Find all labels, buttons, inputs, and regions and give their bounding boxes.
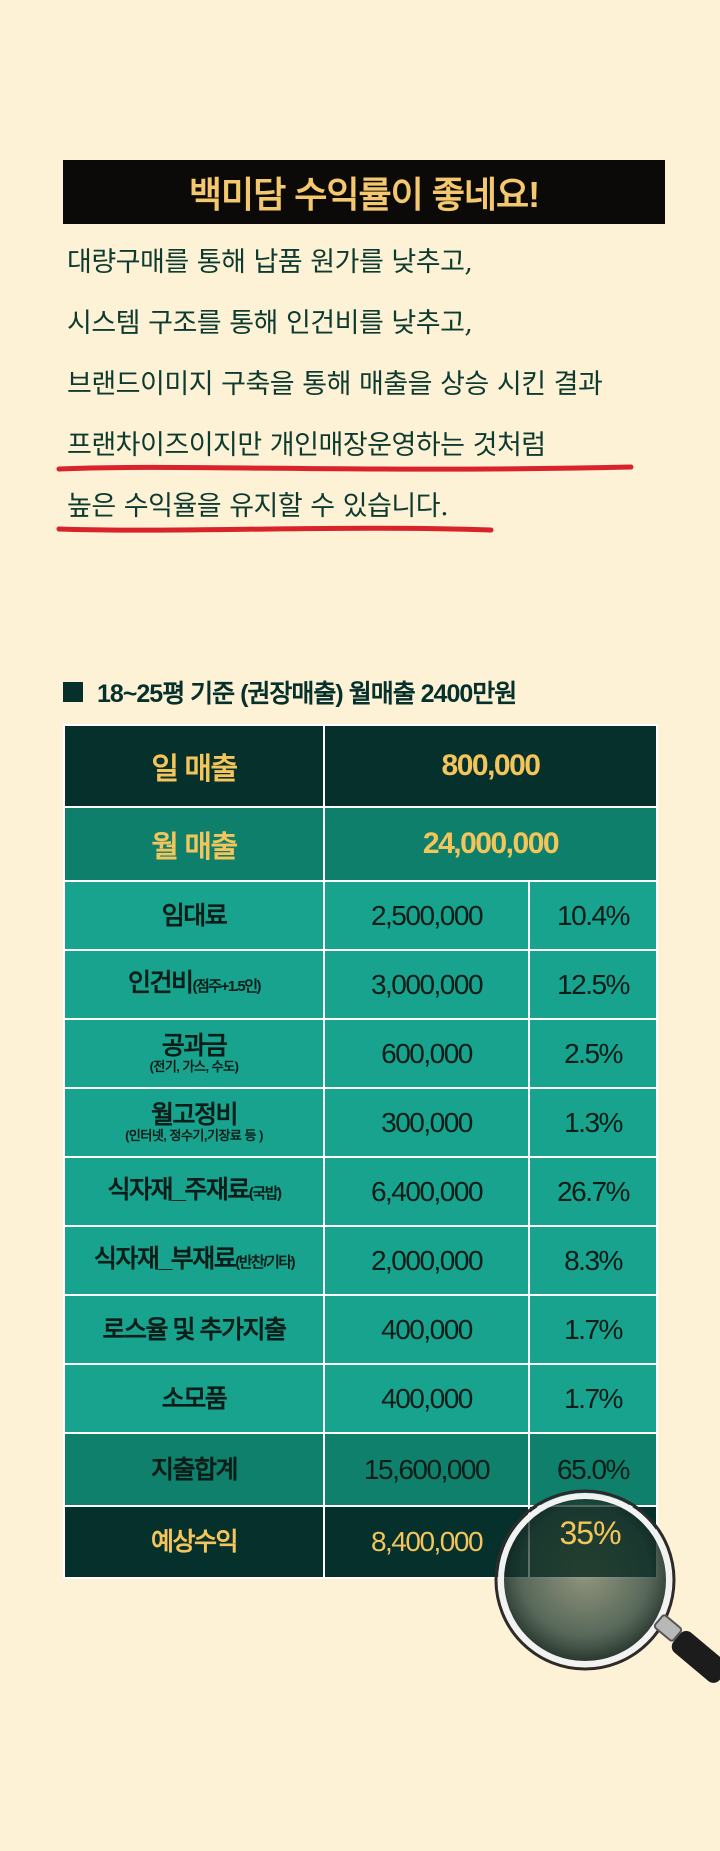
row-label-text: 식자재_부재료 — [93, 1244, 237, 1273]
row-percent: 8.3% — [527, 1225, 659, 1296]
table-row: 로스율 및 추가지출 400,000 1.7% — [63, 1294, 659, 1365]
row-value: 800,000 — [322, 724, 659, 808]
table-row: 공과금 (전기, 가스, 수도) 600,000 2.5% — [63, 1018, 659, 1089]
lens-percent: 35% — [559, 1515, 621, 1551]
intro-line: 브랜드이미지 구축을 통해 매출을 상승 시킨 결과 — [67, 369, 603, 400]
title-banner: 백미담 수익률이 좋네요! — [63, 160, 665, 224]
row-percent: 10.4% — [527, 880, 659, 951]
row-percent: 1.7% — [527, 1294, 659, 1365]
row-amount: 300,000 — [323, 1087, 530, 1158]
red-underline — [56, 464, 634, 472]
row-amount: 6,400,000 — [323, 1156, 530, 1227]
row-percent: 26.7% — [527, 1156, 659, 1227]
row-label: 소모품 — [63, 1363, 325, 1434]
banner-title: 백미담 수익률이 좋네요! — [188, 174, 540, 215]
row-amount: 600,000 — [323, 1018, 530, 1089]
row-percent: 2.5% — [527, 1018, 659, 1089]
row-label-text: 월고정비 — [150, 1100, 239, 1129]
row-amount: 2,000,000 — [323, 1225, 530, 1296]
table-row: 임대료 2,500,000 10.4% — [63, 880, 659, 951]
table-row: 식자재_주재료(국밥) 6,400,000 26.7% — [63, 1156, 659, 1227]
row-label: 월 매출 — [63, 806, 325, 882]
row-label: 공과금 (전기, 가스, 수도) — [63, 1018, 325, 1089]
magnifying-glass-icon — [494, 1489, 676, 1671]
square-bullet-icon — [63, 682, 83, 702]
row-label: 일 매출 — [63, 724, 325, 808]
intro-line: 대량구매를 통해 납품 원가를 낮추고, — [67, 247, 473, 278]
row-label: 식자재_주재료(국밥) — [63, 1156, 325, 1227]
row-label-sub: (전기, 가스, 수도) — [149, 1058, 239, 1074]
row-label-note: (국밥) — [248, 1184, 282, 1202]
table-row: 인건비(점주+1.5인) 3,000,000 12.5% — [63, 949, 659, 1020]
row-label-text: 로스율 및 추가지출 — [102, 1315, 287, 1344]
table-row-monthly: 월 매출 24,000,000 — [63, 806, 659, 882]
table-row: 월고정비 (인터넷, 정수기,기장료 등 ) 300,000 1.3% — [63, 1087, 659, 1158]
section-title: 18~25평 기준 (권장매출) 월매출 2400만원 — [63, 674, 517, 710]
row-amount: 2,500,000 — [323, 880, 530, 951]
row-label: 식자재_부재료(반찬/기타) — [63, 1225, 325, 1296]
row-amount: 3,000,000 — [323, 949, 530, 1020]
row-percent: 1.7% — [527, 1363, 659, 1434]
table-row: 소모품 400,000 1.7% — [63, 1363, 659, 1434]
table-row: 식자재_부재료(반찬/기타) 2,000,000 8.3% — [63, 1225, 659, 1296]
table-row-daily: 일 매출 800,000 — [63, 724, 659, 808]
row-amount: 400,000 — [323, 1294, 530, 1365]
row-label-text: 공과금 — [161, 1031, 228, 1060]
row-label-text: 소모품 — [161, 1384, 228, 1413]
intro-line-highlight: 프랜차이즈이지만 개인매장운영하는 것처럼 — [56, 423, 707, 484]
row-label-sub: (인터넷, 정수기,기장료 등 ) — [125, 1127, 263, 1143]
row-label: 예상수익 — [63, 1505, 325, 1579]
row-value: 24,000,000 — [322, 806, 659, 882]
row-label-note: (반찬/기타) — [235, 1253, 295, 1271]
row-percent: 12.5% — [527, 949, 659, 1020]
row-label: 임대료 — [63, 880, 325, 951]
row-label-text: 식자재_주재료 — [107, 1175, 251, 1204]
row-label-note: (점주+1.5인) — [192, 977, 262, 995]
revenue-table: 일 매출 800,000 월 매출 24,000,000 임대료 2,500,0… — [63, 724, 659, 1579]
section-title-text: 18~25평 기준 (권장매출) 월매출 2400만원 — [97, 680, 517, 708]
row-amount: 400,000 — [323, 1363, 530, 1434]
intro-line-text: 프랜차이즈이지만 개인매장운영하는 것처럼 — [67, 430, 546, 461]
row-label: 월고정비 (인터넷, 정수기,기장료 등 ) — [63, 1087, 325, 1158]
row-percent: 1.3% — [527, 1087, 659, 1158]
row-label: 로스율 및 추가지출 — [63, 1294, 325, 1365]
magnifier-handle — [653, 1614, 720, 1683]
row-label-text: 인건비 — [127, 968, 194, 997]
row-label: 인건비(점주+1.5인) — [63, 949, 325, 1020]
row-amount: 15,600,000 — [323, 1432, 530, 1507]
row-label-text: 임대료 — [161, 901, 228, 930]
intro-line-text: 높은 수익율을 유지할 수 있습니다. — [67, 491, 449, 522]
row-label: 지출합계 — [63, 1432, 325, 1507]
intro-line: 시스템 구조를 통해 인건비를 낮추고, — [67, 308, 473, 339]
table-row-total: 지출합계 15,600,000 65.0% — [63, 1432, 659, 1507]
intro-text: 대량구매를 통해 납품 원가를 낮추고, 시스템 구조를 통해 인건비를 낮추고… — [56, 240, 707, 545]
red-underline — [56, 525, 494, 533]
intro-line-highlight: 높은 수익율을 유지할 수 있습니다. — [56, 484, 707, 545]
